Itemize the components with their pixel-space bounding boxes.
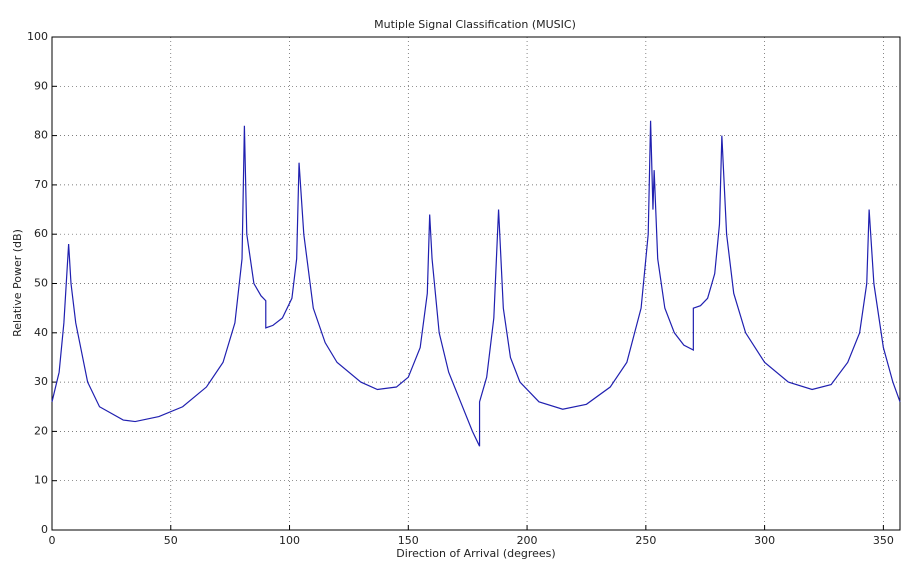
x-tick-label: 250 (635, 534, 656, 547)
x-tick-label: 300 (754, 534, 775, 547)
x-tick-label: 150 (398, 534, 419, 547)
y-tick-label: 80 (34, 129, 48, 142)
x-tick-label: 350 (873, 534, 894, 547)
x-tick-label: 200 (517, 534, 538, 547)
y-tick-label: 90 (34, 79, 48, 92)
y-tick-label: 100 (27, 30, 48, 43)
y-tick-label: 30 (34, 375, 48, 388)
y-tick-label: 70 (34, 178, 48, 191)
data-line (51, 120, 901, 447)
plot-frame (51, 36, 901, 531)
y-tick-label: 40 (34, 326, 48, 339)
x-tick-label: 0 (49, 534, 56, 547)
y-tick-label: 50 (34, 277, 48, 290)
chart-title: Mutiple Signal Classification (MUSIC) (374, 18, 576, 31)
x-axis-label: Direction of Arrival (degrees) (396, 547, 555, 560)
y-axis-label: Relative Power (dB) (11, 229, 24, 337)
y-tick-label: 60 (34, 227, 48, 240)
x-tick-label: 100 (279, 534, 300, 547)
y-tick-label: 10 (34, 474, 48, 487)
x-tick-label: 50 (164, 534, 178, 547)
y-tick-label: 0 (41, 523, 48, 536)
y-tick-label: 20 (34, 424, 48, 437)
